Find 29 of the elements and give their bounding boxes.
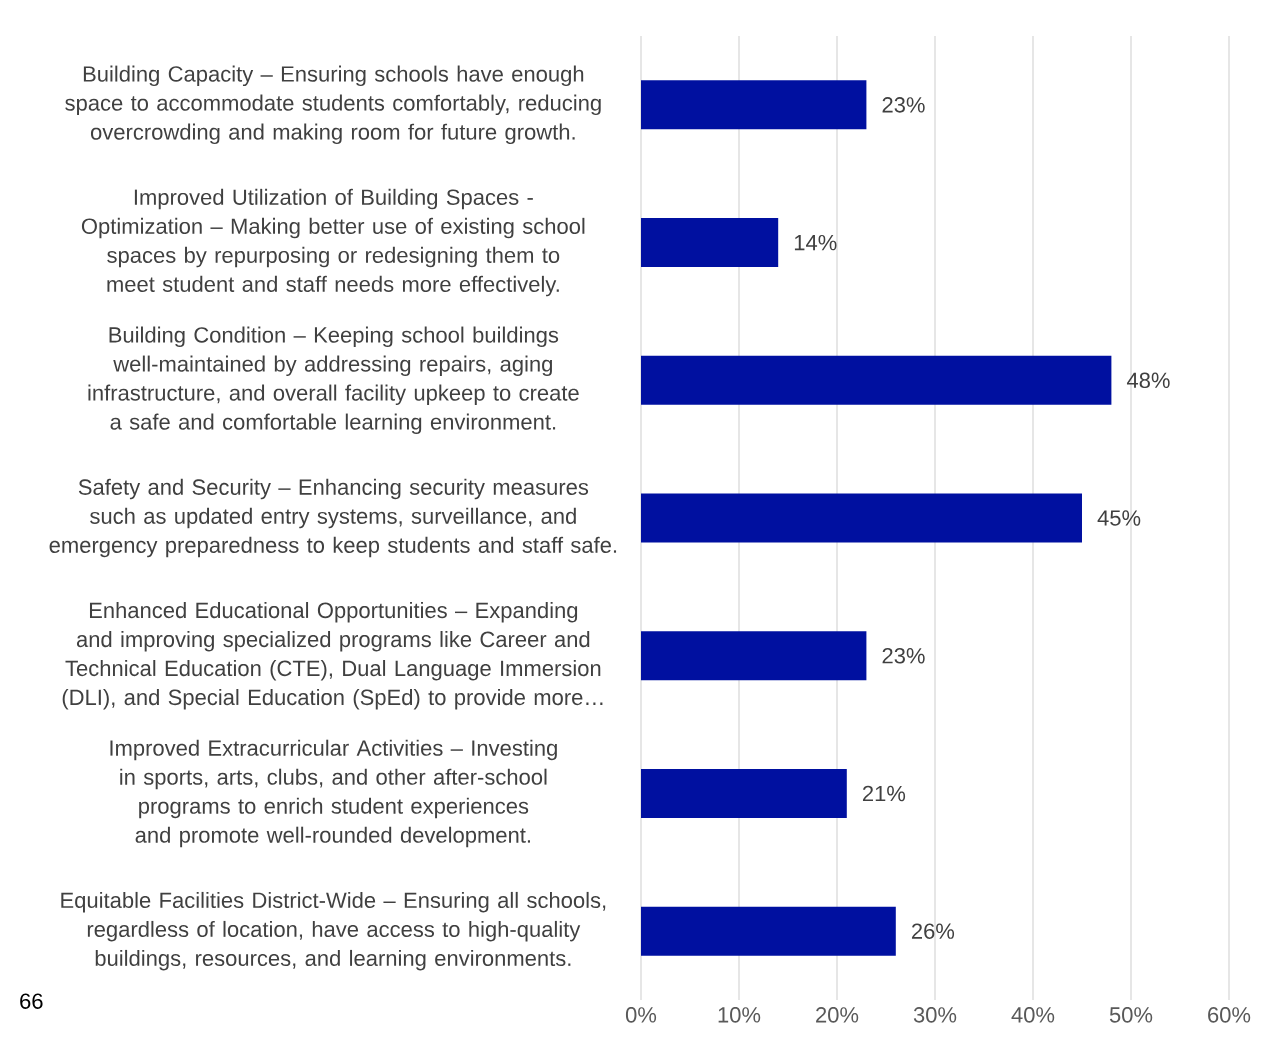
x-tick-label: 40% xyxy=(1011,1007,1055,1023)
y-tick-label: Equitable Facilities District-Wide – Ensuring all schools, regardless of location, have access to high-quality buildings, resources, and learning environments. xyxy=(61,891,606,971)
data-label: 48% xyxy=(1126,372,1170,389)
bar xyxy=(641,493,1082,543)
data-label: 23% xyxy=(882,97,925,113)
x-tick-label: 0% xyxy=(625,1007,657,1023)
data-label: 21% xyxy=(862,785,906,802)
y-tick-label: Improved Utilization of Building Spaces - Optimization – Making better use of existing school spaces by repurposing or redesigning them to meet student and staff needs more effectively. xyxy=(81,188,585,297)
y-tick-label: Building Condition – Keeping school buildings well-maintained by addressing repairs, aging infrastructure, and overall facility upkeep to create a safe and comfortable learning environment. xyxy=(88,326,579,435)
data-label: 23% xyxy=(882,647,925,664)
data-label: 14% xyxy=(794,234,837,251)
x-tick-label: 20% xyxy=(816,1007,859,1023)
y-tick-label: Improved Extracurricular Activities – Investing in sports, arts, clubs, and other after-school programs to enrich student experiences and promote well-rounded development. xyxy=(110,739,557,848)
bar xyxy=(641,80,867,130)
data-label: 45% xyxy=(1097,510,1141,526)
x-tick-label: 30% xyxy=(913,1007,957,1023)
text: 66 xyxy=(20,993,43,1009)
x-tick-label: 50% xyxy=(1109,1007,1153,1023)
bar xyxy=(641,355,1112,405)
y-tick-label: Enhanced Educational Opportunities – Expanding and improving specialized programs like Career and Technical Education (CTE), Dual Language Immersion (DLI), and Special Education (SpEd) to provide more… xyxy=(62,601,603,710)
bar xyxy=(641,631,867,681)
data-label: 26% xyxy=(911,923,955,939)
bar xyxy=(641,768,847,818)
bar xyxy=(641,218,779,268)
y-tick-label: Building Capacity – Ensuring schools have enough space to accommodate students comfortably, reducing overcrowding and making room for future growth. xyxy=(65,65,601,145)
x-tick-label: 10% xyxy=(718,1007,761,1023)
x-tick-label: 60% xyxy=(1208,1007,1251,1023)
bar xyxy=(641,906,896,956)
y-tick-label: Safety and Security – Enhancing security measures such as updated entry systems, surveillance, and emergency preparedness to keep students and staff safe. xyxy=(49,478,617,558)
